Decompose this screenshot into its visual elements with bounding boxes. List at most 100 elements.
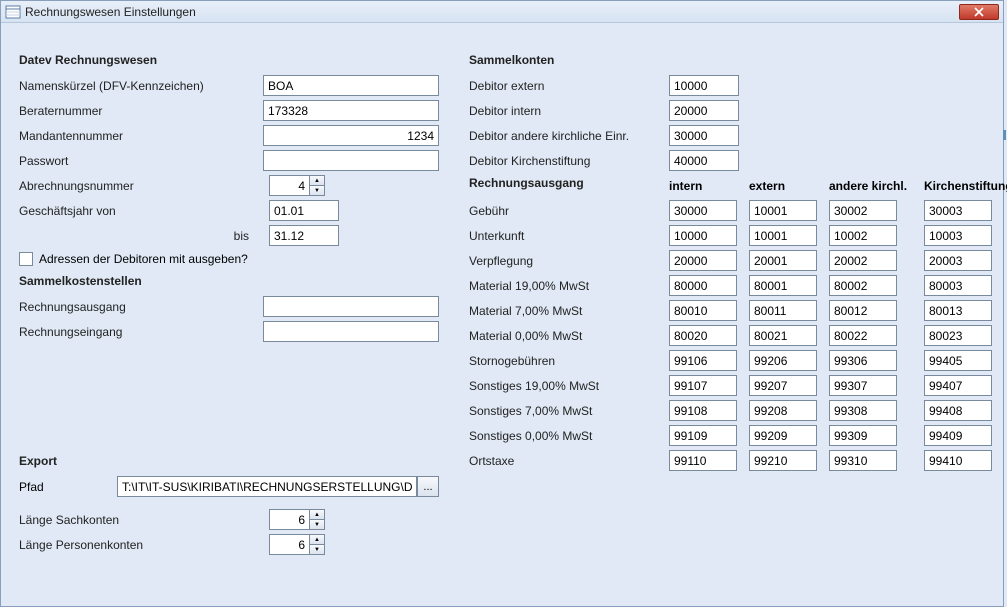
- account-row: Ortstaxe: [469, 448, 1007, 473]
- account-input[interactable]: [749, 400, 817, 421]
- account-input[interactable]: [749, 325, 817, 346]
- datev-heading: Datev Rechnungswesen: [19, 53, 439, 67]
- gj-bis-label: bis: [19, 229, 269, 243]
- window-title: Rechnungswesen Einstellungen: [25, 5, 959, 19]
- checkbox-icon[interactable]: [19, 252, 33, 266]
- account-input[interactable]: [749, 375, 817, 396]
- account-input[interactable]: [829, 425, 897, 446]
- account-input[interactable]: [829, 200, 897, 221]
- rech-eingang-input[interactable]: [263, 321, 439, 342]
- account-input[interactable]: [669, 225, 737, 246]
- export-heading: Export: [19, 454, 439, 468]
- gj-bis-input[interactable]: [269, 225, 339, 246]
- account-input[interactable]: [924, 375, 992, 396]
- pfad-input[interactable]: [117, 476, 417, 497]
- gj-von-input[interactable]: [269, 200, 339, 221]
- account-input[interactable]: [924, 300, 992, 321]
- rech-ausgang-input[interactable]: [263, 296, 439, 317]
- account-input[interactable]: [829, 225, 897, 246]
- account-row-label: Stornogebühren: [469, 354, 669, 368]
- account-input[interactable]: [924, 450, 992, 471]
- laenge-pers-up[interactable]: ▲: [309, 534, 325, 544]
- account-input[interactable]: [669, 400, 737, 421]
- mandantennummer-input[interactable]: [263, 125, 439, 146]
- account-input[interactable]: [669, 450, 737, 471]
- debitor-intern-input[interactable]: [669, 100, 739, 121]
- account-input[interactable]: [749, 300, 817, 321]
- account-input[interactable]: [669, 425, 737, 446]
- account-input[interactable]: [829, 275, 897, 296]
- account-row: Gebühr: [469, 198, 1007, 223]
- laenge-pers-down[interactable]: ▼: [309, 544, 325, 555]
- col-andere: andere kirchl.: [829, 179, 924, 193]
- account-input[interactable]: [749, 225, 817, 246]
- account-input[interactable]: [924, 275, 992, 296]
- debitor-address-label: Adressen der Debitoren mit ausgeben?: [39, 252, 248, 266]
- beraternummer-label: Beraternummer: [19, 104, 263, 118]
- namenskuerzel-input[interactable]: [263, 75, 439, 96]
- beraternummer-input[interactable]: [263, 100, 439, 121]
- titlebar: Rechnungswesen Einstellungen: [1, 1, 1003, 23]
- account-input[interactable]: [924, 325, 992, 346]
- account-input[interactable]: [829, 350, 897, 371]
- account-row-label: Gebühr: [469, 204, 669, 218]
- abrechnung-input[interactable]: [269, 175, 309, 196]
- account-input[interactable]: [829, 450, 897, 471]
- account-input[interactable]: [924, 350, 992, 371]
- pfad-label: Pfad: [19, 480, 117, 494]
- rechnungsausgang-heading: Rechnungsausgang: [469, 176, 669, 190]
- account-input[interactable]: [749, 200, 817, 221]
- account-input[interactable]: [924, 250, 992, 271]
- account-input[interactable]: [749, 350, 817, 371]
- browse-button[interactable]: ...: [417, 476, 439, 497]
- namenskuerzel-label: Namenskürzel (DFV-Kennzeichen): [19, 79, 263, 93]
- account-row: Verpflegung: [469, 248, 1007, 273]
- debitor-andere-label: Debitor andere kirchliche Einr.: [469, 129, 669, 143]
- account-row-label: Ortstaxe: [469, 454, 669, 468]
- col-kirchenst: Kirchenstiftung: [924, 179, 1007, 193]
- close-button[interactable]: [959, 4, 999, 20]
- account-input[interactable]: [749, 450, 817, 471]
- debitor-address-check[interactable]: Adressen der Debitoren mit ausgeben?: [19, 252, 248, 266]
- abrechnung-up[interactable]: ▲: [309, 175, 325, 185]
- account-row-label: Sonstiges 19,00% MwSt: [469, 379, 669, 393]
- account-input[interactable]: [829, 400, 897, 421]
- settings-window: Rechnungswesen Einstellungen Datev Rechn…: [0, 0, 1004, 607]
- account-input[interactable]: [749, 425, 817, 446]
- passwort-label: Passwort: [19, 154, 263, 168]
- laenge-sach-down[interactable]: ▼: [309, 519, 325, 530]
- account-input[interactable]: [669, 275, 737, 296]
- account-input[interactable]: [749, 250, 817, 271]
- account-row-label: Material 7,00% MwSt: [469, 304, 669, 318]
- account-input[interactable]: [924, 400, 992, 421]
- account-input[interactable]: [669, 300, 737, 321]
- passwort-input[interactable]: [263, 150, 439, 171]
- account-row: Unterkunft: [469, 223, 1007, 248]
- account-input[interactable]: [829, 325, 897, 346]
- account-input[interactable]: [669, 325, 737, 346]
- account-input[interactable]: [924, 225, 992, 246]
- rech-eingang-label: Rechnungseingang: [19, 325, 263, 339]
- account-input[interactable]: [669, 250, 737, 271]
- account-input[interactable]: [669, 350, 737, 371]
- account-input[interactable]: [924, 200, 992, 221]
- abrechnung-down[interactable]: ▼: [309, 185, 325, 196]
- account-row-label: Material 19,00% MwSt: [469, 279, 669, 293]
- laenge-sach-input[interactable]: [269, 509, 309, 530]
- debitor-kirchen-label: Debitor Kirchenstiftung: [469, 154, 669, 168]
- account-row: Sonstiges 0,00% MwSt: [469, 423, 1007, 448]
- account-input[interactable]: [669, 375, 737, 396]
- debitor-kirchen-input[interactable]: [669, 150, 739, 171]
- account-input[interactable]: [829, 375, 897, 396]
- debitor-andere-input[interactable]: [669, 125, 739, 146]
- account-input[interactable]: [829, 300, 897, 321]
- account-input[interactable]: [924, 425, 992, 446]
- account-input[interactable]: [669, 200, 737, 221]
- laenge-pers-label: Länge Personenkonten: [19, 538, 269, 552]
- account-row: Stornogebühren: [469, 348, 1007, 373]
- account-input[interactable]: [749, 275, 817, 296]
- debitor-extern-input[interactable]: [669, 75, 739, 96]
- laenge-sach-up[interactable]: ▲: [309, 509, 325, 519]
- account-input[interactable]: [829, 250, 897, 271]
- laenge-pers-input[interactable]: [269, 534, 309, 555]
